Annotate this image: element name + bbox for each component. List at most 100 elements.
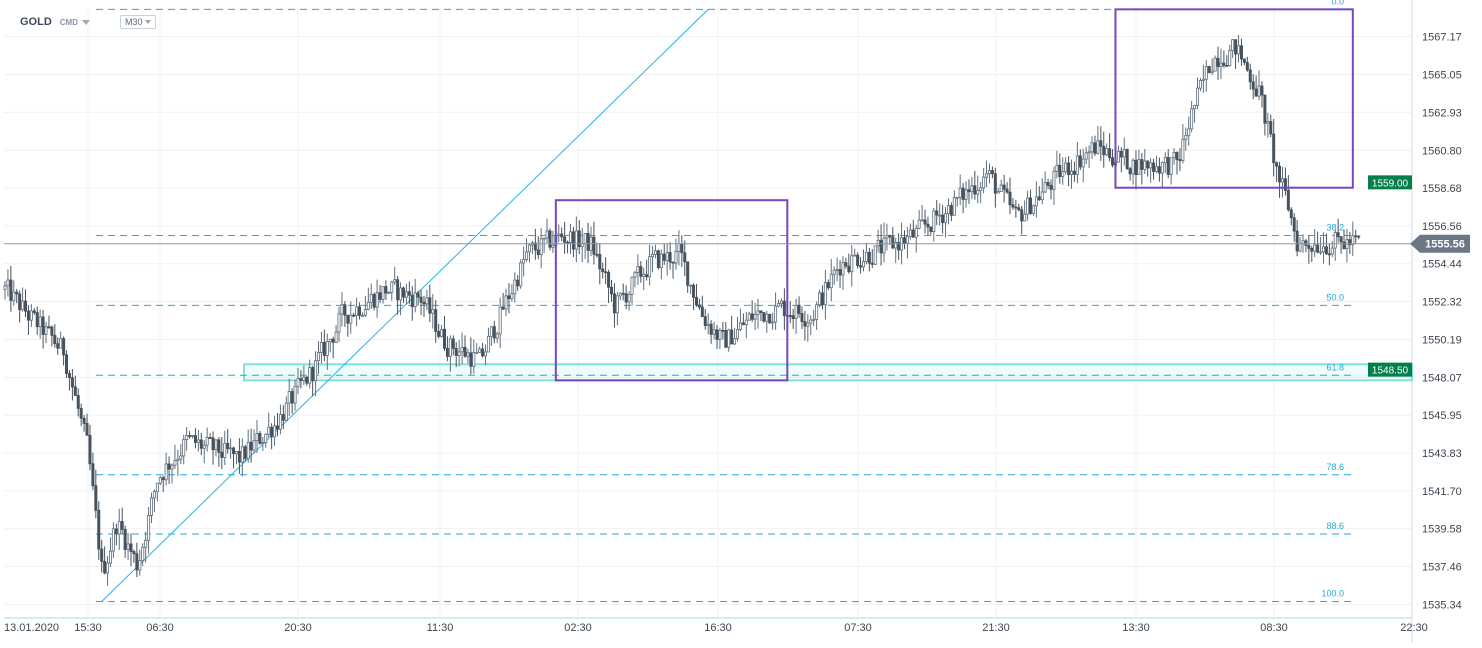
candle-body	[6, 279, 10, 287]
candle-body	[1125, 149, 1129, 170]
candle-body	[703, 316, 707, 327]
candle-body	[1184, 135, 1188, 140]
candle-body	[782, 300, 786, 316]
candle-body	[961, 187, 965, 200]
candle-body	[384, 286, 388, 294]
candle-body	[1040, 191, 1044, 201]
candle-body	[864, 251, 868, 262]
candle-body	[1196, 87, 1200, 106]
candle-body	[1084, 152, 1088, 160]
candle-body	[1234, 39, 1238, 55]
candle-body	[1157, 166, 1161, 174]
candle-body	[967, 189, 971, 193]
candle-body	[1251, 81, 1255, 90]
candle-body	[1128, 168, 1132, 175]
candle-body	[1254, 88, 1258, 97]
candle-body	[492, 326, 496, 339]
candle-body	[533, 242, 537, 251]
candle-body	[65, 354, 69, 374]
candle-body	[489, 326, 493, 337]
timeframe-selector[interactable]: M30	[120, 15, 156, 29]
candle-body	[67, 373, 71, 379]
candle-body	[861, 261, 865, 268]
candle-body	[1178, 159, 1182, 162]
candle-body	[1137, 159, 1141, 176]
y-tick-label: 1560.80	[1422, 145, 1462, 157]
candle-body	[671, 261, 675, 264]
candle-body	[1322, 246, 1326, 253]
candle-body	[1289, 209, 1293, 219]
candle-body	[1280, 178, 1284, 183]
fib-level-label: 38.2	[1326, 223, 1344, 233]
candle-body	[1351, 235, 1355, 246]
candle-body	[1313, 244, 1317, 252]
candle-body	[870, 262, 874, 265]
candle-body	[73, 386, 77, 396]
candle-body	[815, 304, 819, 320]
candle-body	[882, 237, 886, 254]
candle-body	[525, 251, 529, 260]
candle-body	[135, 553, 139, 571]
candle-body	[648, 256, 652, 278]
candle-body	[463, 346, 467, 357]
candle-body	[1237, 45, 1241, 55]
price-tag	[1368, 175, 1412, 190]
candle-body	[284, 402, 288, 421]
trend-line	[101, 8, 709, 602]
candle-body	[914, 227, 918, 238]
y-tick-label: 1562.93	[1422, 107, 1462, 119]
candle-body	[712, 329, 716, 335]
candle-body	[765, 313, 769, 322]
candle-body	[440, 328, 444, 337]
candle-body	[1029, 197, 1033, 214]
candle-body	[264, 433, 268, 443]
candle-body	[261, 442, 265, 444]
candle-body	[542, 237, 546, 240]
candle-body	[229, 447, 233, 450]
candle-body	[513, 279, 517, 295]
candle-body	[108, 550, 112, 564]
candle-body	[1070, 170, 1074, 176]
candle-body	[1336, 232, 1340, 237]
candle-body	[1269, 121, 1273, 135]
candle-body	[428, 297, 432, 314]
candle-body	[217, 439, 221, 453]
exchange-label: CMD	[59, 17, 78, 27]
candle-body	[1316, 244, 1320, 253]
candle-body	[220, 451, 224, 458]
candle-body	[337, 313, 341, 333]
candle-body	[885, 235, 889, 239]
fib-level-label: 0.0	[1331, 0, 1344, 6]
candle-body	[240, 446, 244, 463]
candle-body	[106, 562, 110, 574]
candle-body	[897, 241, 901, 251]
candle-body	[563, 236, 567, 243]
x-tick-label: 21:30	[982, 622, 1010, 634]
candle-body	[152, 491, 156, 499]
candle-body	[706, 323, 710, 327]
y-tick-label: 1543.83	[1422, 448, 1462, 460]
candle-body	[437, 331, 441, 337]
candle-body	[630, 276, 634, 295]
candle-body	[1169, 157, 1173, 175]
candle-body	[243, 446, 247, 459]
chart-header: GOLD CMD M30	[20, 10, 156, 34]
candle-body	[1146, 160, 1150, 169]
candle-body	[800, 313, 804, 322]
candle-body	[973, 185, 977, 195]
candle-body	[346, 314, 350, 324]
exchange-dropdown-icon[interactable]	[82, 19, 90, 25]
candle-body	[15, 291, 19, 295]
candle-body	[873, 245, 877, 265]
candle-body	[363, 309, 367, 316]
candle-body	[369, 294, 373, 303]
candle-body	[431, 309, 435, 314]
candle-body	[120, 521, 124, 530]
candle-body	[196, 439, 200, 443]
candle-body	[709, 323, 713, 335]
candle-body	[469, 352, 473, 367]
y-tick-label: 1550.19	[1422, 335, 1462, 347]
candle-body	[185, 435, 189, 440]
candle-body	[255, 432, 259, 442]
